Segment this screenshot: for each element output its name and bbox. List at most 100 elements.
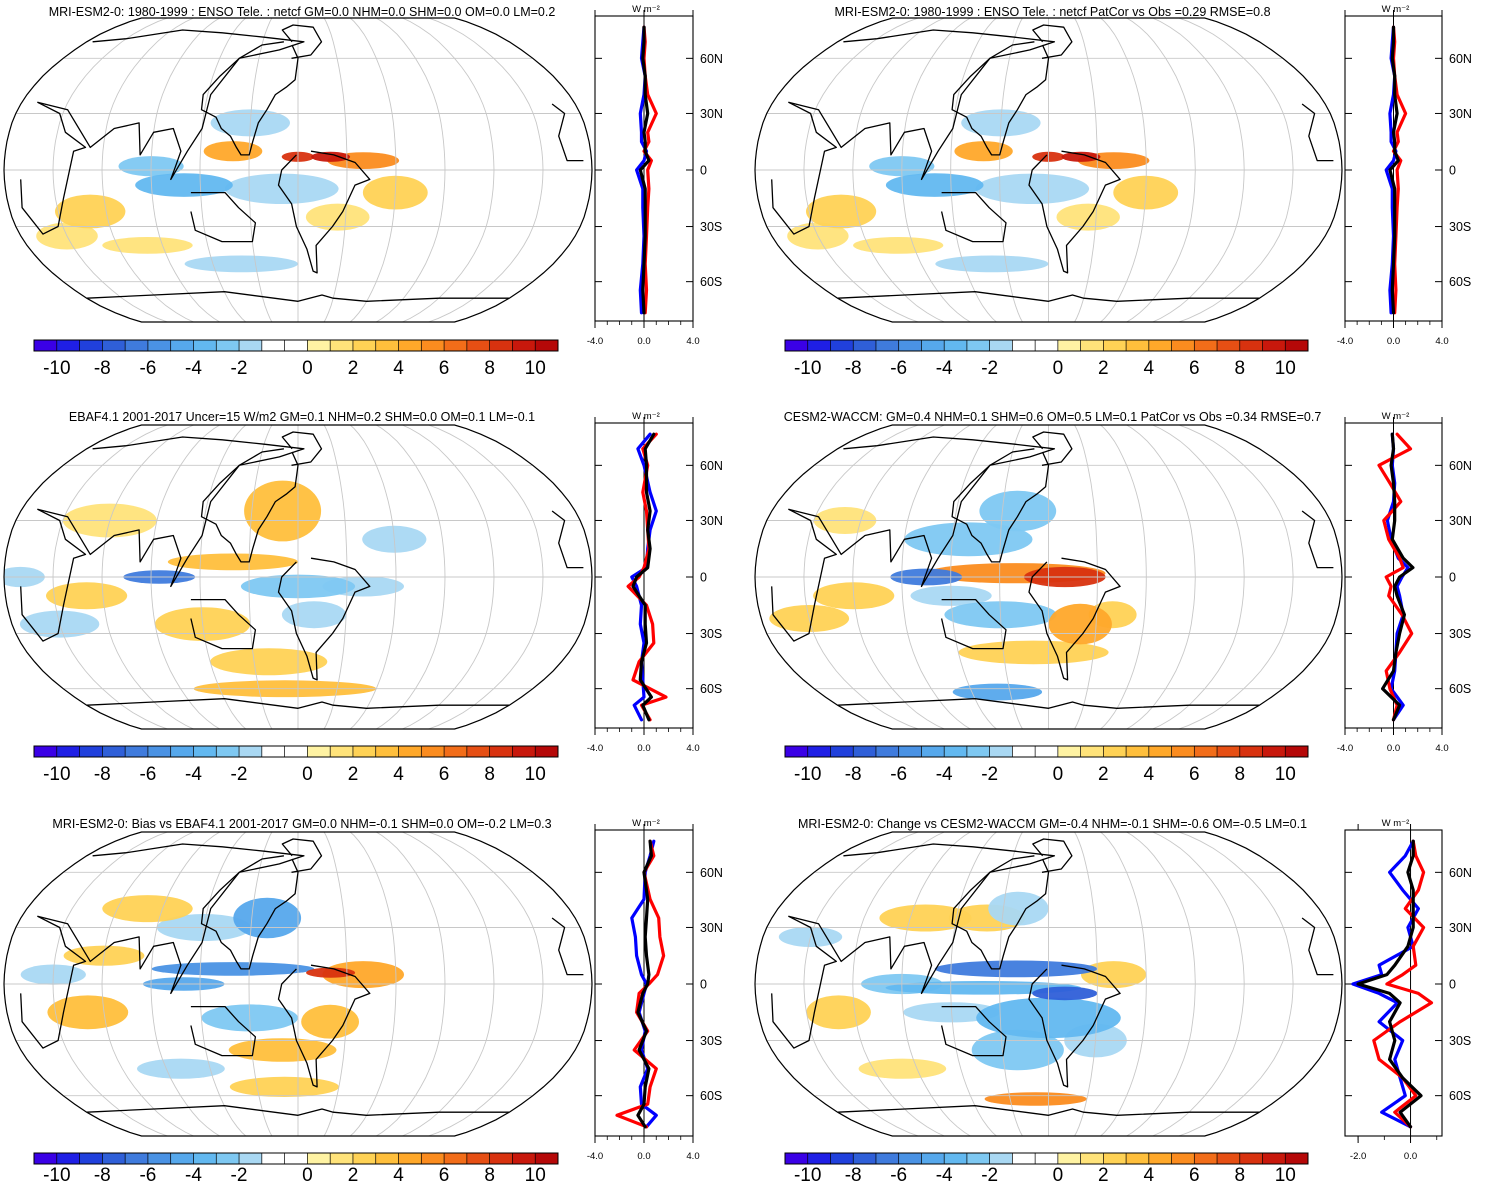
colorbar-box bbox=[1103, 340, 1127, 351]
colorbar-box bbox=[989, 340, 1013, 351]
colorbar-label: 2 bbox=[1098, 764, 1109, 785]
coastline-antarctica-l bbox=[837, 698, 1260, 709]
colorbar-box bbox=[102, 340, 126, 351]
colorbar-box bbox=[1103, 746, 1127, 757]
colorbar-box bbox=[1171, 340, 1195, 351]
coastline-eurasia bbox=[37, 29, 305, 181]
anomaly-patch bbox=[1048, 603, 1112, 645]
map-field bbox=[755, 18, 1342, 322]
unit-label: W m⁻² bbox=[632, 411, 660, 422]
anomaly-patch bbox=[952, 683, 1043, 701]
colorbar-box bbox=[444, 340, 468, 351]
colorbar-box bbox=[785, 1153, 809, 1164]
lat-tick-label: 30N bbox=[1449, 921, 1472, 935]
colorbar-box bbox=[1239, 1153, 1263, 1164]
coastline-antarctica-l bbox=[86, 698, 510, 709]
panel-5: MRI-ESM2-0: Bias vs EBAF4.1 2001-2017 GM… bbox=[3, 817, 723, 1186]
coastline-greenland bbox=[1032, 838, 1073, 873]
colorbar-label: -6 bbox=[890, 1165, 907, 1186]
colorbar-label: 4 bbox=[393, 1165, 404, 1186]
colorbar-box bbox=[421, 746, 445, 757]
colorbar-box bbox=[1239, 340, 1263, 351]
colorbar-box bbox=[1057, 1153, 1081, 1164]
colorbar-label: 6 bbox=[1189, 1165, 1200, 1186]
colorbar-box bbox=[512, 746, 536, 757]
colorbar-label: -8 bbox=[94, 358, 111, 379]
colorbar-box bbox=[307, 746, 331, 757]
lat-tick-label: 30S bbox=[700, 1034, 722, 1048]
colorbar-label: -10 bbox=[43, 358, 70, 379]
colorbar-label: -4 bbox=[185, 1165, 202, 1186]
x-tick-label: -4.0 bbox=[1337, 336, 1353, 347]
lat-tick-label: 60N bbox=[1449, 52, 1472, 66]
anomaly-patch bbox=[281, 601, 347, 629]
colorbar-box bbox=[1239, 746, 1263, 757]
profile-series-black bbox=[638, 25, 651, 315]
colorbar-label: 8 bbox=[484, 764, 495, 785]
anomaly-patch bbox=[151, 962, 315, 976]
colorbar-box bbox=[79, 1153, 103, 1164]
colorbar-box bbox=[1262, 340, 1286, 351]
lat-tick-label: 60N bbox=[700, 52, 723, 66]
colorbar-box bbox=[807, 746, 831, 757]
map-field bbox=[4, 18, 592, 322]
colorbar-label: -8 bbox=[94, 764, 111, 785]
map-field bbox=[4, 425, 592, 729]
coastline-greenland bbox=[281, 838, 323, 873]
colorbar-label: 2 bbox=[1098, 1165, 1109, 1186]
colorbar-box bbox=[239, 1153, 263, 1164]
colorbar-box bbox=[1035, 1153, 1059, 1164]
colorbar-box bbox=[307, 1153, 331, 1164]
colorbar-label: -10 bbox=[43, 764, 70, 785]
colorbar-box bbox=[284, 340, 308, 351]
colorbar-box bbox=[1035, 746, 1059, 757]
colorbar-box bbox=[170, 340, 194, 351]
coastline-africa bbox=[1301, 103, 1334, 162]
anomaly-patch bbox=[853, 237, 944, 254]
anomaly-patch bbox=[1061, 151, 1101, 162]
colorbar-box bbox=[830, 1153, 854, 1164]
colorbar-box bbox=[489, 746, 513, 757]
colorbar-box bbox=[261, 340, 285, 351]
map-field bbox=[755, 832, 1342, 1136]
coastline-australia bbox=[190, 191, 257, 243]
colorbar-box bbox=[352, 746, 377, 757]
coastline-antarctica-l bbox=[86, 291, 510, 302]
colorbar-box bbox=[34, 1153, 58, 1164]
coastline-africa bbox=[551, 103, 584, 162]
colorbar-label: 10 bbox=[1275, 764, 1296, 785]
colorbar-label: 8 bbox=[484, 1165, 495, 1186]
colorbar-box bbox=[898, 340, 922, 351]
colorbar-box bbox=[352, 1153, 377, 1164]
colorbar-label: 0 bbox=[1053, 1165, 1064, 1186]
lat-tick-label: 60S bbox=[1449, 1089, 1471, 1103]
lat-tick-label: 60S bbox=[1449, 275, 1471, 289]
coastline-australia bbox=[940, 191, 1007, 243]
colorbar-label: 4 bbox=[1144, 1165, 1155, 1186]
colorbar-box bbox=[56, 746, 80, 757]
colorbar-box bbox=[853, 746, 877, 757]
colorbar-label: -2 bbox=[981, 1165, 998, 1186]
colorbar-box bbox=[421, 340, 445, 351]
panel-title: CESM2-WACCM: GM=0.4 NHM=0.1 SHM=0.6 OM=0… bbox=[784, 410, 1322, 424]
colorbar-frame bbox=[33, 1152, 559, 1165]
colorbar-box bbox=[147, 340, 171, 351]
coastline-africa bbox=[20, 101, 87, 235]
colorbar-box bbox=[193, 1153, 217, 1164]
coastline-america-n bbox=[200, 41, 299, 156]
anomaly-patch bbox=[229, 1076, 339, 1097]
anomaly-patch bbox=[244, 480, 322, 542]
anomaly-patch bbox=[54, 194, 126, 229]
colorbar-label: 0 bbox=[302, 358, 313, 379]
coastline-america-n bbox=[951, 448, 1050, 563]
colorbar-box bbox=[966, 340, 990, 351]
colorbar-box bbox=[284, 1153, 308, 1164]
anomaly-patch bbox=[954, 141, 1013, 162]
colorbar-box bbox=[489, 340, 513, 351]
colorbar-box bbox=[535, 746, 559, 757]
colorbar-label: 6 bbox=[1189, 764, 1200, 785]
lat-tick-label: 30N bbox=[1449, 514, 1472, 528]
colorbar-label: -2 bbox=[981, 764, 998, 785]
colorbar-box bbox=[444, 1153, 468, 1164]
lat-tick-label: 30S bbox=[1449, 220, 1471, 234]
